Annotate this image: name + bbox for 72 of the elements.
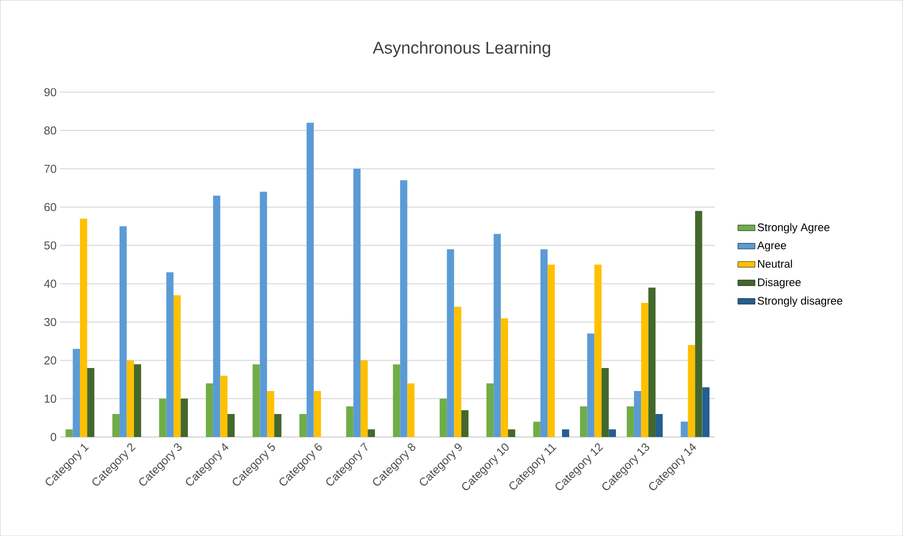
bar	[72, 348, 80, 437]
bar	[227, 414, 235, 437]
bar	[540, 249, 548, 437]
y-tick-label: 40	[44, 280, 56, 288]
bar	[562, 429, 570, 437]
bar	[594, 264, 602, 437]
legend-label: Strongly disagree	[758, 296, 842, 307]
y-tick-label: 90	[44, 88, 56, 96]
bar	[134, 364, 142, 437]
bar	[126, 360, 134, 437]
bar	[680, 422, 688, 437]
bar	[87, 368, 94, 437]
y-tick-label: 10	[44, 394, 56, 403]
bar	[454, 306, 462, 437]
bar	[299, 414, 307, 437]
y-tick-label: 20	[44, 356, 56, 364]
legend-label: Agree	[757, 242, 786, 252]
bar	[548, 264, 555, 437]
bar	[353, 168, 361, 437]
bar	[641, 302, 648, 437]
bar	[66, 429, 73, 437]
bar	[656, 414, 663, 437]
legend-label: Neutral	[758, 260, 792, 268]
bar	[80, 218, 88, 437]
bar	[206, 383, 214, 437]
bar	[440, 398, 447, 437]
bar	[533, 422, 540, 437]
y-tick-label: 30	[44, 318, 56, 326]
bar	[274, 414, 282, 437]
bar	[252, 364, 260, 437]
y-tick-label: 80	[44, 126, 56, 134]
y-tick-label: 0	[50, 432, 56, 441]
bar	[461, 410, 468, 437]
bar	[494, 234, 501, 437]
bar	[695, 210, 702, 437]
bar	[166, 272, 174, 437]
bar	[346, 406, 354, 437]
bar	[360, 360, 368, 437]
bar	[508, 429, 516, 437]
bar	[486, 383, 494, 437]
bar	[220, 376, 228, 437]
bar	[368, 429, 375, 437]
bar	[112, 414, 120, 437]
bar	[120, 226, 127, 437]
bar	[267, 390, 274, 437]
bar	[702, 387, 710, 437]
bar	[446, 249, 454, 437]
bar	[626, 406, 634, 437]
bar	[500, 318, 508, 437]
bar	[580, 406, 588, 437]
y-tick-label: 50	[44, 241, 56, 250]
bar	[180, 398, 188, 437]
bar	[173, 295, 181, 437]
bar	[400, 180, 408, 437]
bar	[159, 398, 166, 437]
bar	[587, 333, 594, 437]
y-tick-label: 60	[44, 202, 56, 212]
bar	[648, 287, 656, 437]
legend-label: Disagree	[758, 278, 801, 288]
bar	[602, 368, 609, 437]
legend-label: Strongly Agree	[758, 223, 830, 234]
bar	[688, 344, 696, 437]
bar	[608, 429, 616, 437]
bar	[392, 364, 400, 437]
y-tick-label: 70	[44, 164, 56, 173]
bar	[260, 192, 268, 437]
bar	[407, 383, 415, 437]
bar	[213, 196, 220, 437]
chart-title: Asynchronous Learning	[372, 41, 550, 58]
bar	[634, 390, 642, 437]
bar	[314, 390, 321, 437]
bar	[306, 122, 314, 437]
